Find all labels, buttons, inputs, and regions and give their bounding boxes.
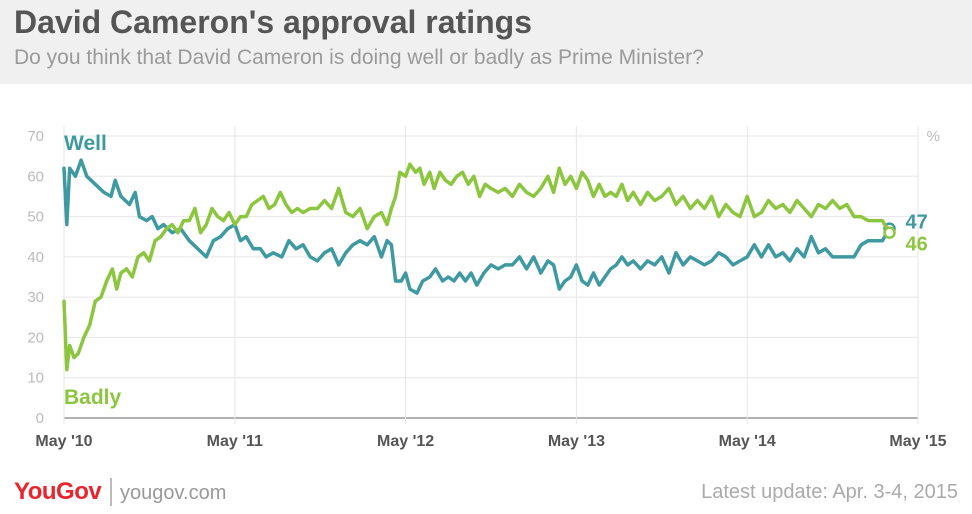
y-tick-label: 40 [27, 249, 44, 266]
x-tick-label: May '11 [207, 433, 263, 450]
x-tick-label: May '14 [719, 433, 776, 450]
y-tick-label: 60 [27, 168, 44, 185]
chart-subtitle: Do you think that David Cameron is doing… [14, 46, 704, 69]
footer-site: yougov.com [120, 482, 227, 504]
x-tick-label: May '15 [889, 433, 946, 450]
y-tick-label: 30 [27, 289, 44, 306]
x-tick-label: May '13 [548, 433, 605, 450]
y-tick-label: 70 [27, 128, 44, 145]
end-marker-badly [883, 226, 896, 239]
series-label-badly: Badly [64, 386, 122, 409]
end-value-label: 47 [906, 212, 928, 234]
series-label-well: Well [64, 132, 107, 155]
x-tick-label: May '10 [35, 433, 92, 450]
series-line-badly [62, 162, 892, 372]
y-tick-label: 0 [36, 410, 44, 427]
y-tick-label: 50 [27, 209, 44, 226]
y-unit-label: % [927, 128, 940, 145]
chart-title: David Cameron's approval ratings [14, 4, 532, 40]
x-tick-label: May '12 [377, 433, 434, 450]
yougov-logo: YouGov [14, 478, 102, 505]
y-tick-label: 10 [27, 370, 44, 387]
series-line-well [62, 158, 892, 295]
y-tick-label: 20 [27, 329, 44, 346]
latest-update: Latest update: Apr. 3-4, 2015 [701, 481, 958, 503]
header-band: David Cameron's approval ratings Do you … [0, 0, 972, 84]
footer-divider [110, 478, 112, 506]
end-value-label: 46 [906, 234, 928, 256]
